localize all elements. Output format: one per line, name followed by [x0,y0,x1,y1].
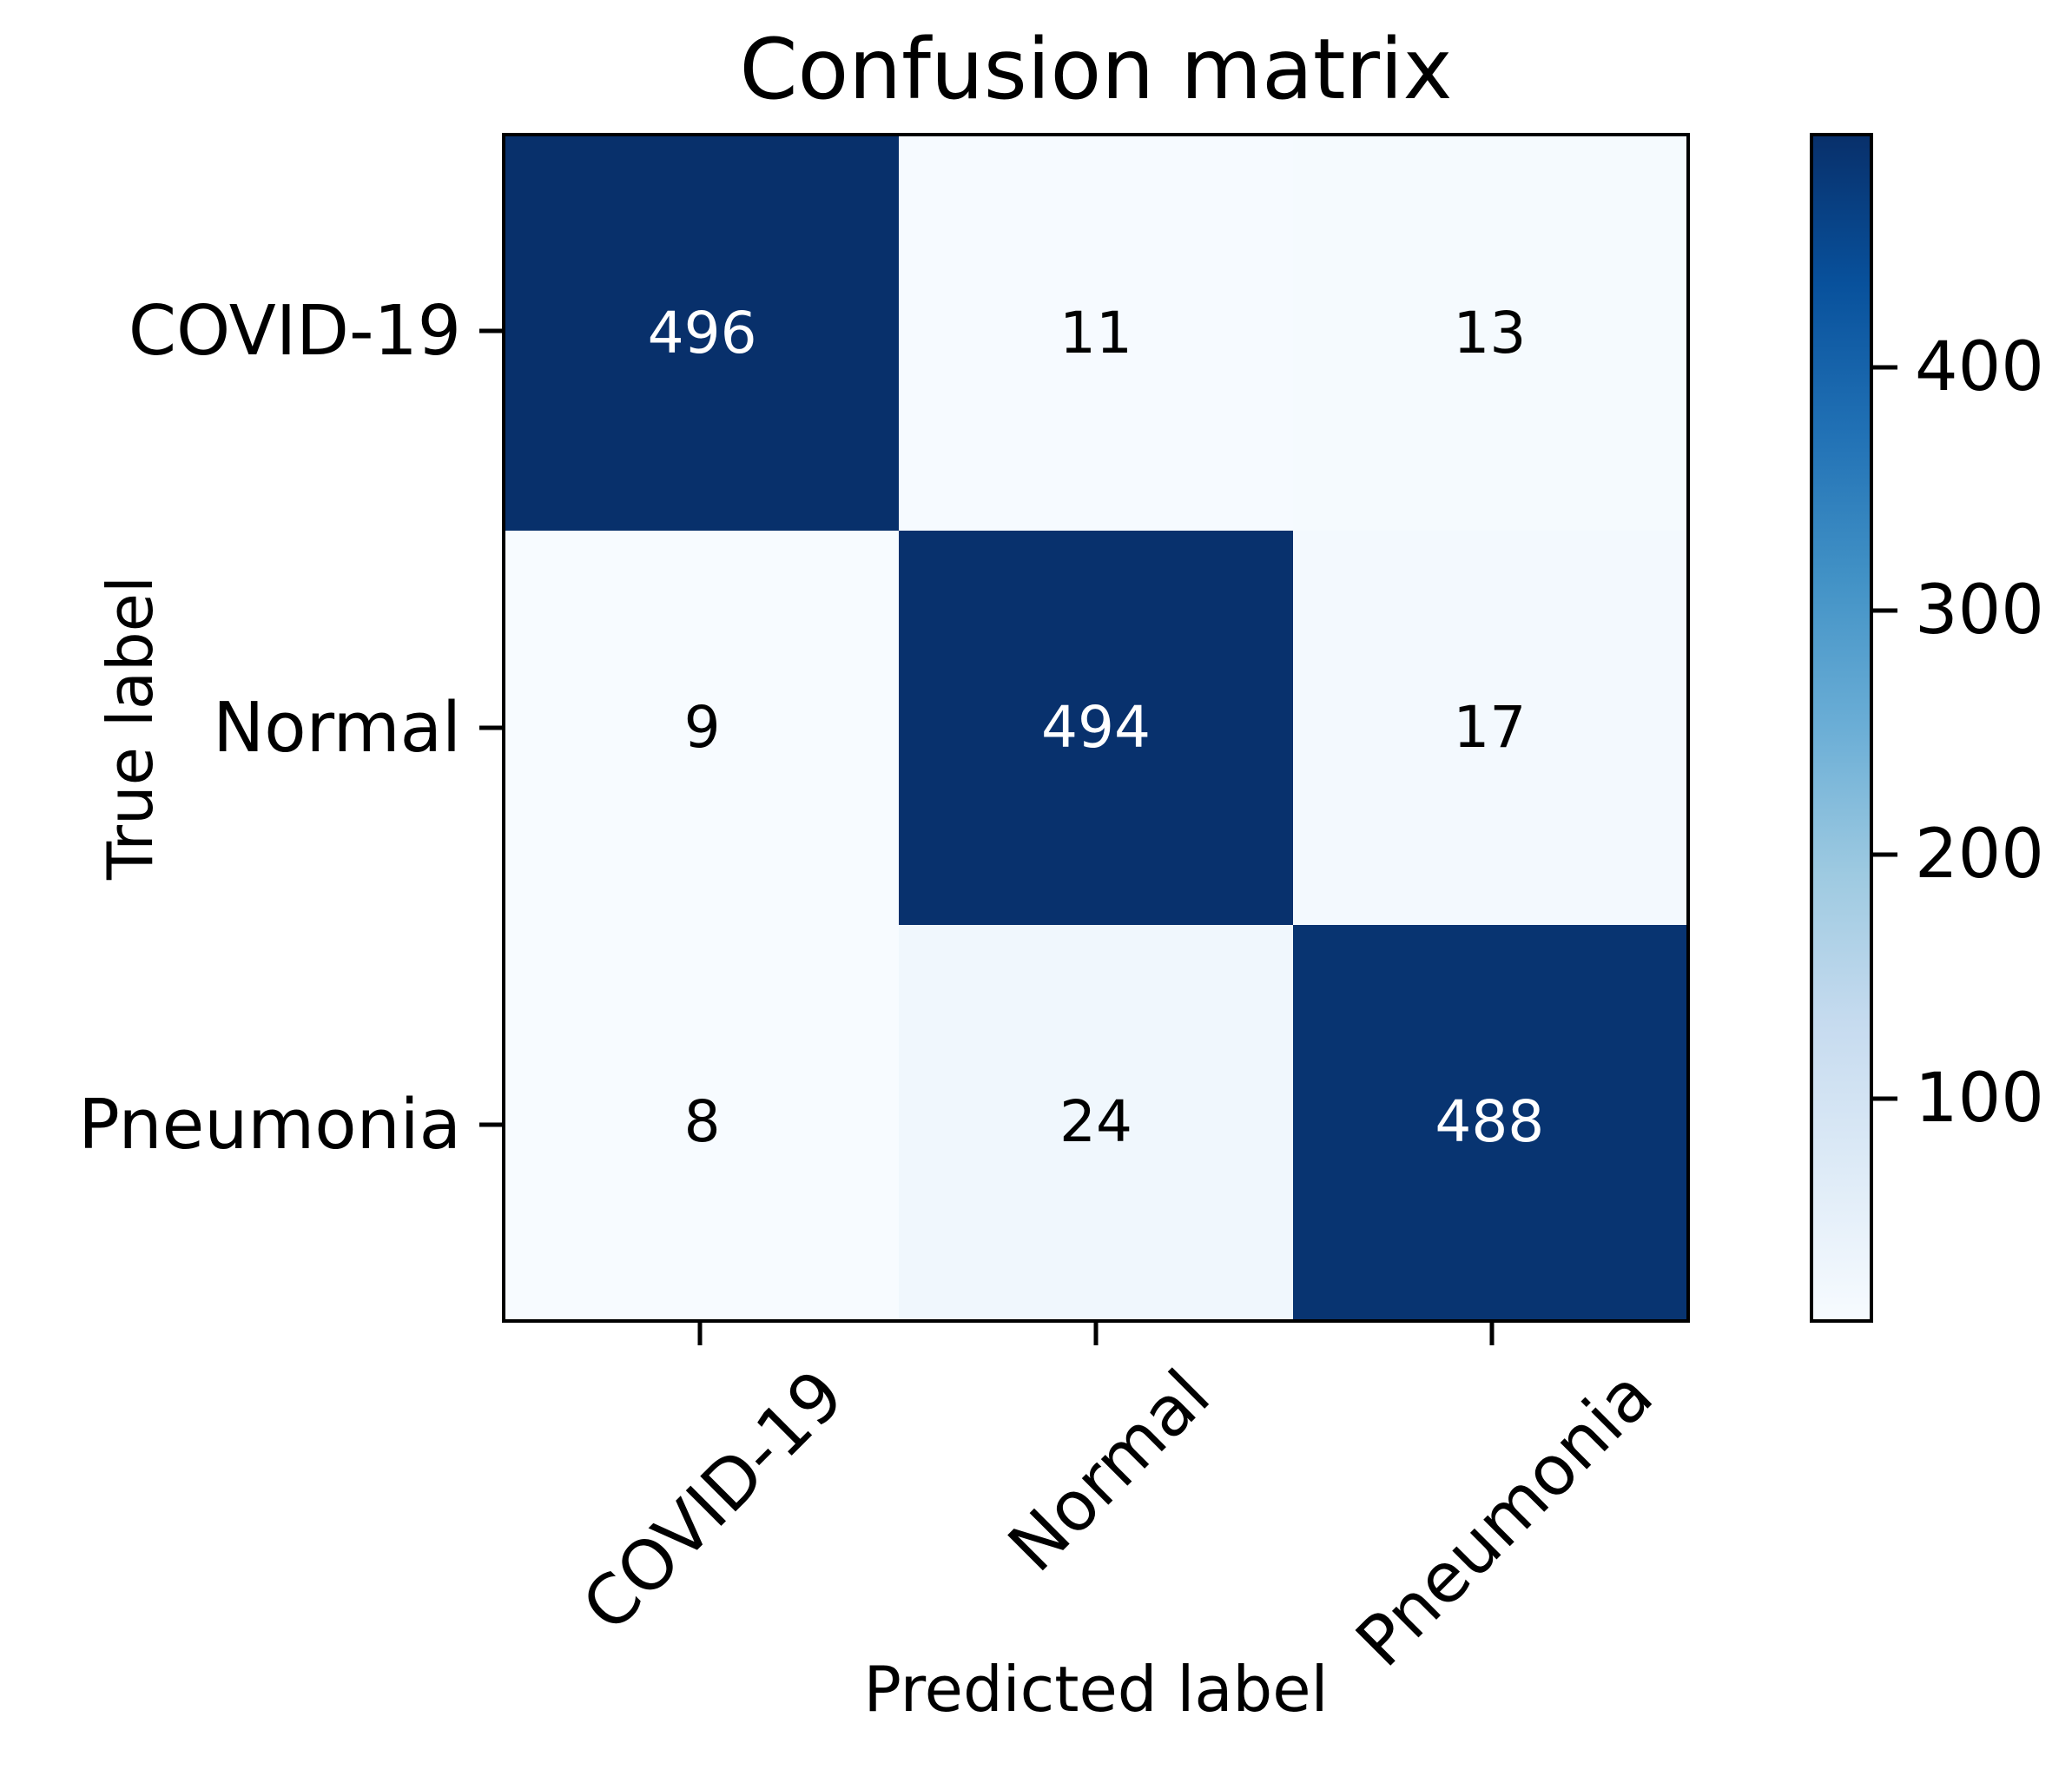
colorbar-gradient [1813,136,1870,1319]
cell-value: 9 [683,694,721,761]
cell-value: 496 [647,300,757,367]
x-tick-mark [1489,1323,1495,1345]
cell-value: 8 [683,1088,721,1155]
y-tick-mark [479,328,502,334]
cell-value: 11 [1059,300,1132,367]
y-axis-label: True label [94,576,167,880]
matrix-cell-COVID-19-COVID-19: 496 [505,136,900,531]
heatmap-matrix: 496 11 13 9 494 17 8 24 488 [502,133,1690,1323]
matrix-cell-Pneumonia-COVID-19: 8 [505,925,900,1319]
colorbar-tick-label: 200 [1915,815,2044,894]
colorbar-tick-mark [1873,365,1897,369]
cell-value: 24 [1059,1088,1132,1155]
matrix-cell-Pneumonia-Normal: 24 [899,925,1293,1319]
x-tick-label: COVID-19 [567,1355,860,1647]
y-tick-label: Normal [213,688,461,768]
colorbar-tick-mark [1873,608,1897,613]
colorbar [1810,133,1873,1323]
x-axis-label: Predicted label [863,1653,1329,1726]
x-tick-label: Normal [993,1355,1225,1588]
y-tick-label: Pneumonia [78,1084,461,1165]
cell-value: 13 [1453,300,1527,367]
colorbar-tick-label: 400 [1915,327,2044,406]
matrix-cell-Normal-Normal: 494 [899,531,1293,925]
matrix-cell-COVID-19-Normal: 11 [899,136,1293,531]
x-tick-mark [1093,1323,1099,1345]
y-tick-label: COVID-19 [128,291,461,372]
colorbar-tick-label: 100 [1915,1059,2044,1138]
cell-value: 488 [1435,1088,1545,1155]
y-tick-mark [479,725,502,730]
x-tick-label: Pneumonia [1341,1355,1669,1682]
matrix-cell-Pneumonia-Pneumonia: 488 [1292,925,1686,1319]
matrix-cell-Normal-COVID-19: 9 [505,531,900,925]
colorbar-tick-mark [1873,852,1897,857]
colorbar-tick-mark [1873,1096,1897,1101]
x-tick-mark [697,1323,703,1345]
cell-value: 494 [1041,694,1151,761]
y-tick-mark [479,1122,502,1127]
matrix-cell-Normal-Pneumonia: 17 [1292,531,1686,925]
chart-title: Confusion matrix [739,21,1453,118]
colorbar-tick-label: 300 [1915,571,2044,651]
matrix-cell-COVID-19-Pneumonia: 13 [1292,136,1686,531]
cell-value: 17 [1453,694,1527,761]
